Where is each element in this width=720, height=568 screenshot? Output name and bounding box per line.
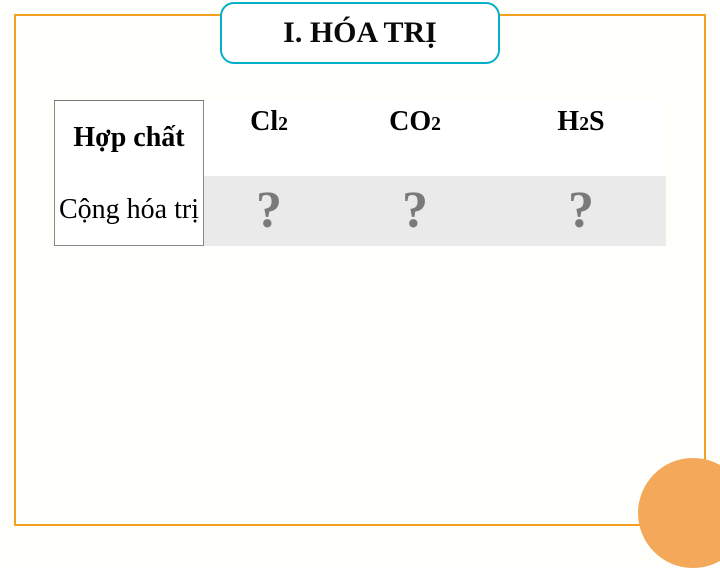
frame-border-right <box>704 14 706 526</box>
compound-cell-co2: CO2 <box>334 100 496 176</box>
valence-cell-h2s: ? <box>496 176 666 246</box>
frame-border-left <box>14 14 16 526</box>
formula-base: S <box>589 106 605 138</box>
formula-h2s: H2S <box>557 106 604 138</box>
valence-cell-co2: ? <box>334 176 496 246</box>
valence-table: Hợp chất Cl2 CO2 H2S Cộng hóa trị ? ? ? <box>54 100 666 246</box>
question-mark-icon: ? <box>568 181 594 241</box>
question-mark-icon: ? <box>402 181 428 241</box>
question-mark-icon: ? <box>256 181 282 241</box>
row-header-valence: Cộng hóa trị <box>54 176 204 246</box>
formula-sub: 2 <box>278 115 288 135</box>
frame-border-bottom <box>14 524 706 526</box>
valence-cell-cl2: ? <box>204 176 334 246</box>
formula-base: Cl <box>250 106 278 138</box>
title-box: I. HÓA TRỊ <box>220 2 500 64</box>
decorative-corner-circle <box>638 458 720 568</box>
formula-sub-pre: 2 <box>579 115 589 135</box>
formula-co2: CO2 <box>389 106 441 138</box>
formula-base: CO <box>389 106 431 138</box>
compound-cell-cl2: Cl2 <box>204 100 334 176</box>
formula-sub: 2 <box>431 115 441 135</box>
page-title: I. HÓA TRỊ <box>283 16 437 50</box>
formula-base-pre: H <box>557 106 579 138</box>
row-header-compound: Hợp chất <box>54 100 204 176</box>
formula-cl2: Cl2 <box>250 106 288 138</box>
compound-cell-h2s: H2S <box>496 100 666 176</box>
